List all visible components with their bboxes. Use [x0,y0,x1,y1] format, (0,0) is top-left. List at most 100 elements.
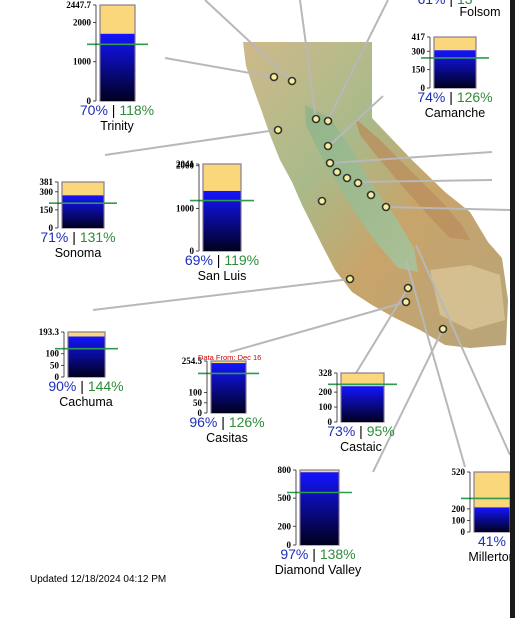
marker-new-melones[interactable] [325,158,335,168]
storage-fill [300,472,339,545]
marker-pine-flat[interactable] [366,190,376,200]
marker-camanche[interactable] [323,141,333,151]
percentages: 61% | 13 [417,0,472,7]
marker-oroville[interactable] [311,114,321,124]
y-tick-label: 200 [319,387,333,397]
percent-of-average: 13 [457,0,473,7]
reservoir-markers [269,72,448,334]
storage-fill [211,363,246,413]
y-tick-label: 0 [190,246,195,256]
marker-sonoma[interactable] [273,125,283,135]
percent-of-average: 138% [320,546,356,562]
percent-separator: | [213,252,224,268]
marker-millerton[interactable] [353,178,363,188]
central-valley [305,105,418,272]
percent-separator: | [76,378,87,394]
y-tick-label: 100 [189,388,203,398]
percentages: 97% | 138% [280,546,355,562]
y-tick-label: 193.3 [39,327,60,337]
reservoir-name: Castaic [340,440,382,454]
leader-lines [92,0,511,473]
y-tick-label: 417 [412,32,426,42]
percent-of-capacity: 41% [478,533,506,549]
gauge-trinity[interactable]: 2447.7 2000 1000 070% | 118%Trinity [66,0,154,133]
gauge-diamond-valley[interactable]: 800 500 200 097% | 138%Diamond Valley [275,465,362,577]
percent-of-average: 126% [229,414,265,430]
y-tick-label: 0 [287,540,292,550]
percent-of-average: 118% [119,102,154,118]
y-tick-label: 50 [50,360,60,370]
y-tick-label: 500 [278,493,292,503]
marker-castaic[interactable] [403,283,413,293]
gauge-folsom[interactable]: 61% | 13Folsom [417,0,500,19]
percentages: 73% | 95% [327,423,394,439]
percent-of-capacity: 96% [189,414,217,430]
y-tick-label: 800 [278,465,292,475]
percentages: 70% | 118% [80,102,154,118]
marker-kaweah[interactable] [381,202,391,212]
percentages: 71% | 131% [40,229,115,245]
percent-separator: | [68,229,79,245]
y-tick-label: 150 [40,205,54,215]
marker-mcclure[interactable] [342,173,352,183]
percent-separator: | [355,423,366,439]
storage-fill [341,386,384,422]
percent-separator: | [308,546,319,562]
y-tick-label: 1000 [73,57,92,67]
gauge-castaic[interactable]: 328 200 100 073% | 95%Castaic [319,368,398,454]
percent-of-average: 95% [367,423,395,439]
y-tick-label: 0 [55,372,60,382]
marker-casitas[interactable] [401,297,411,307]
storage-fill [434,50,476,88]
percent-separator: | [217,414,228,430]
marker-diamond-valley[interactable] [438,324,448,334]
y-tick-label: 2041 [176,159,195,169]
reservoir-name: San Luis [198,269,247,283]
reservoir-name: Casitas [206,431,248,445]
percent-separator: | [108,102,119,118]
y-tick-label: 200 [452,504,466,514]
percentages: 69% | 119% [185,252,259,268]
marker-don-pedro[interactable] [332,167,342,177]
percentages: 96% | 126% [189,414,264,430]
percentages: 74% | 126% [417,89,492,105]
percent-of-average: 119% [224,252,259,268]
marker-cachuma[interactable] [345,274,355,284]
marker-trinity[interactable] [269,72,279,82]
y-tick-label: 2000 [176,161,195,171]
percent-of-average: 131% [80,229,116,245]
reservoir-name: Camanche [425,106,485,120]
percent-of-capacity: 74% [417,89,445,105]
sierra-nevada [355,118,470,240]
percent-of-capacity: 69% [185,252,213,268]
reservoir-name: Trinity [100,119,134,133]
percent-of-capacity: 71% [40,229,68,245]
y-tick-label: 2447.7 [66,0,91,10]
percentages: 41% [478,533,506,549]
marker-san-luis[interactable] [317,196,327,206]
reservoir-name: Millerton [468,550,515,564]
storage-fill [68,336,105,377]
percent-of-capacity: 97% [280,546,308,562]
y-tick-label: 2000 [73,18,92,28]
marker-shasta[interactable] [287,76,297,86]
percent-separator: | [445,89,456,105]
y-tick-label: 381 [40,177,54,187]
reservoir-name: Diamond Valley [275,563,362,577]
y-tick-label: 1000 [176,203,195,213]
y-tick-label: 300 [412,46,426,56]
y-tick-label: 300 [40,187,54,197]
y-tick-label: 0 [49,223,54,233]
percent-of-capacity: 70% [80,102,108,118]
gauge-camanche[interactable]: 417 300 150 074% | 126%Camanche [412,32,493,120]
marker-folsom[interactable] [323,116,333,126]
y-tick-label: 50 [193,398,203,408]
storage-fill [474,507,510,532]
reservoir-name: Cachuma [59,395,113,409]
